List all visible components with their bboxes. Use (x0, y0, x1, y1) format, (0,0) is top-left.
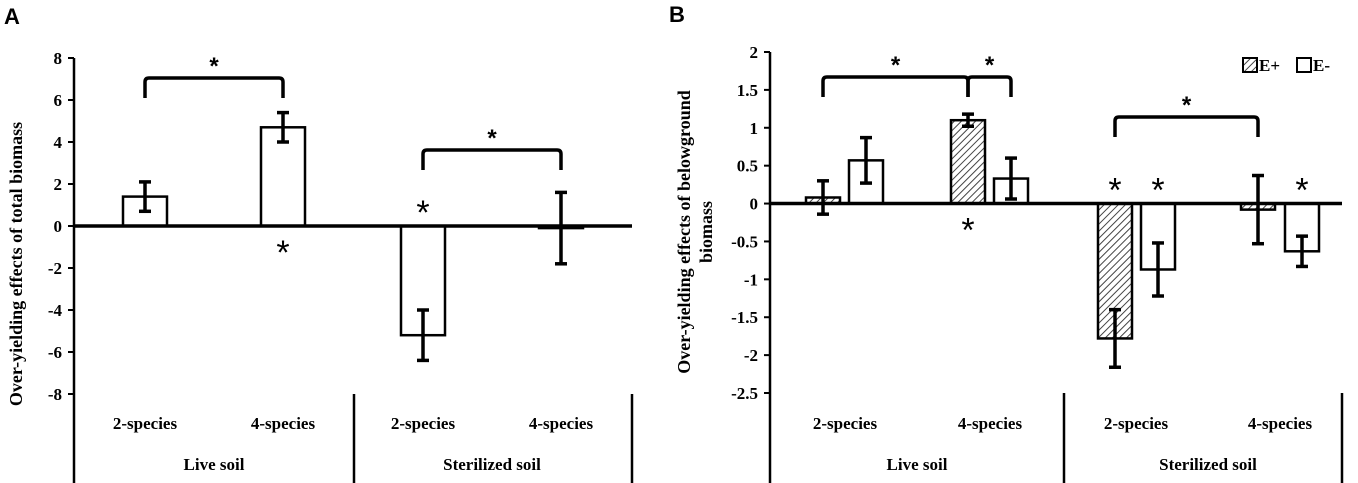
b-sig-bracket-label: * (891, 52, 901, 79)
b-bar-E+-1 (949, 118, 987, 205)
b-sig-bracket (821, 75, 970, 97)
a-tick-label: -8 (48, 385, 62, 404)
panel-b-chart: B Over-yielding effects of belowground b… (669, 2, 1344, 483)
b-sig-bracket (966, 75, 1013, 97)
b-group-label: Sterilized soil (1159, 455, 1257, 474)
b-tick-label: -1 (744, 270, 758, 289)
a-tick-label: -6 (48, 343, 62, 362)
b-category-label: 4-species (1248, 414, 1313, 433)
b-category-label: 2-species (813, 414, 878, 433)
panel-a-label: A (4, 4, 20, 29)
a-category-label: 2-species (391, 414, 456, 433)
a-tick-label: 8 (54, 49, 63, 68)
b-sig-bracket-label: * (1182, 92, 1192, 119)
legend-swatch-e-minus (1296, 57, 1312, 73)
panel-b-y-ticks: 2 1.5 1 0.5 0 -0.5 -1 -1.5 -2 -2.5 (731, 43, 772, 403)
panel-b-bars (770, 112, 1342, 369)
a-category-label: 4-species (251, 414, 316, 433)
a-group-label: Live soil (184, 455, 245, 474)
legend-label-e-minus: E- (1313, 56, 1330, 75)
a-tick-label: 4 (54, 133, 63, 152)
panel-b-legend: E+ E- (1242, 56, 1330, 75)
b-tick-label: 0 (750, 195, 759, 214)
legend-label-e-plus: E+ (1259, 56, 1280, 75)
b-significance-star: * (1295, 172, 1308, 210)
legend-swatch-e-plus (1242, 57, 1258, 73)
panel-b-y-axis-label-line1: Over-yielding effects of belowground (674, 90, 694, 373)
panel-a-x-axis: 2-species 4-species Live soil 2-species 4-sp… (72, 394, 634, 483)
panel-b-significance: * * * * * * * (821, 52, 1309, 250)
a-sig-bracket-label: * (487, 125, 497, 152)
b-tick-label: 0.5 (737, 157, 758, 176)
panel-b-y-axis-label-line2: biomass (696, 201, 716, 263)
a-category-label: 2-species (113, 414, 178, 433)
panel-b-label: B (669, 2, 685, 27)
b-tick-label: 1.5 (737, 81, 758, 100)
panel-a-y-axis-label: Over-yielding effects of total biomass (6, 122, 26, 406)
b-tick-label: -2 (744, 346, 758, 365)
panel-b-x-axis: 2-species 4-species Live soil 2-species 4-sp… (768, 393, 1344, 483)
b-significance-star: * (961, 212, 974, 250)
b-tick-label: -1.5 (731, 308, 758, 327)
a-significance-star: * (276, 234, 289, 272)
a-significance-star: * (416, 194, 429, 232)
a-tick-label: -4 (48, 301, 63, 320)
a-tick-label: 0 (54, 217, 63, 236)
b-category-label: 2-species (1104, 414, 1169, 433)
a-sig-bracket-label: * (209, 53, 219, 80)
a-sig-bracket (421, 148, 563, 170)
a-group-label: Sterilized soil (443, 455, 541, 474)
b-tick-label: -2.5 (731, 384, 758, 403)
b-group-label: Live soil (887, 455, 948, 474)
a-tick-label: -2 (48, 259, 62, 278)
a-category-label: 4-species (529, 414, 594, 433)
b-sig-bracket-label: * (985, 52, 995, 79)
panel-a-significance: * * * * (143, 53, 563, 272)
b-tick-label: 1 (750, 119, 759, 138)
b-significance-star: * (1108, 172, 1121, 210)
a-tick-label: 2 (54, 175, 63, 194)
b-tick-label: -0.5 (731, 232, 758, 251)
a-sig-bracket (143, 76, 285, 98)
b-category-label: 4-species (958, 414, 1023, 433)
b-significance-star: * (1151, 172, 1164, 210)
panel-a-chart: A Over-yielding effects of total biomass… (4, 4, 634, 483)
panel-a-bars (74, 110, 632, 363)
b-sig-bracket (1113, 115, 1260, 137)
panel-a-y-ticks: 8 6 4 2 0 -2 -4 -6 -8 (48, 49, 76, 404)
b-tick-label: 2 (750, 43, 759, 62)
a-tick-label: 6 (54, 91, 63, 110)
